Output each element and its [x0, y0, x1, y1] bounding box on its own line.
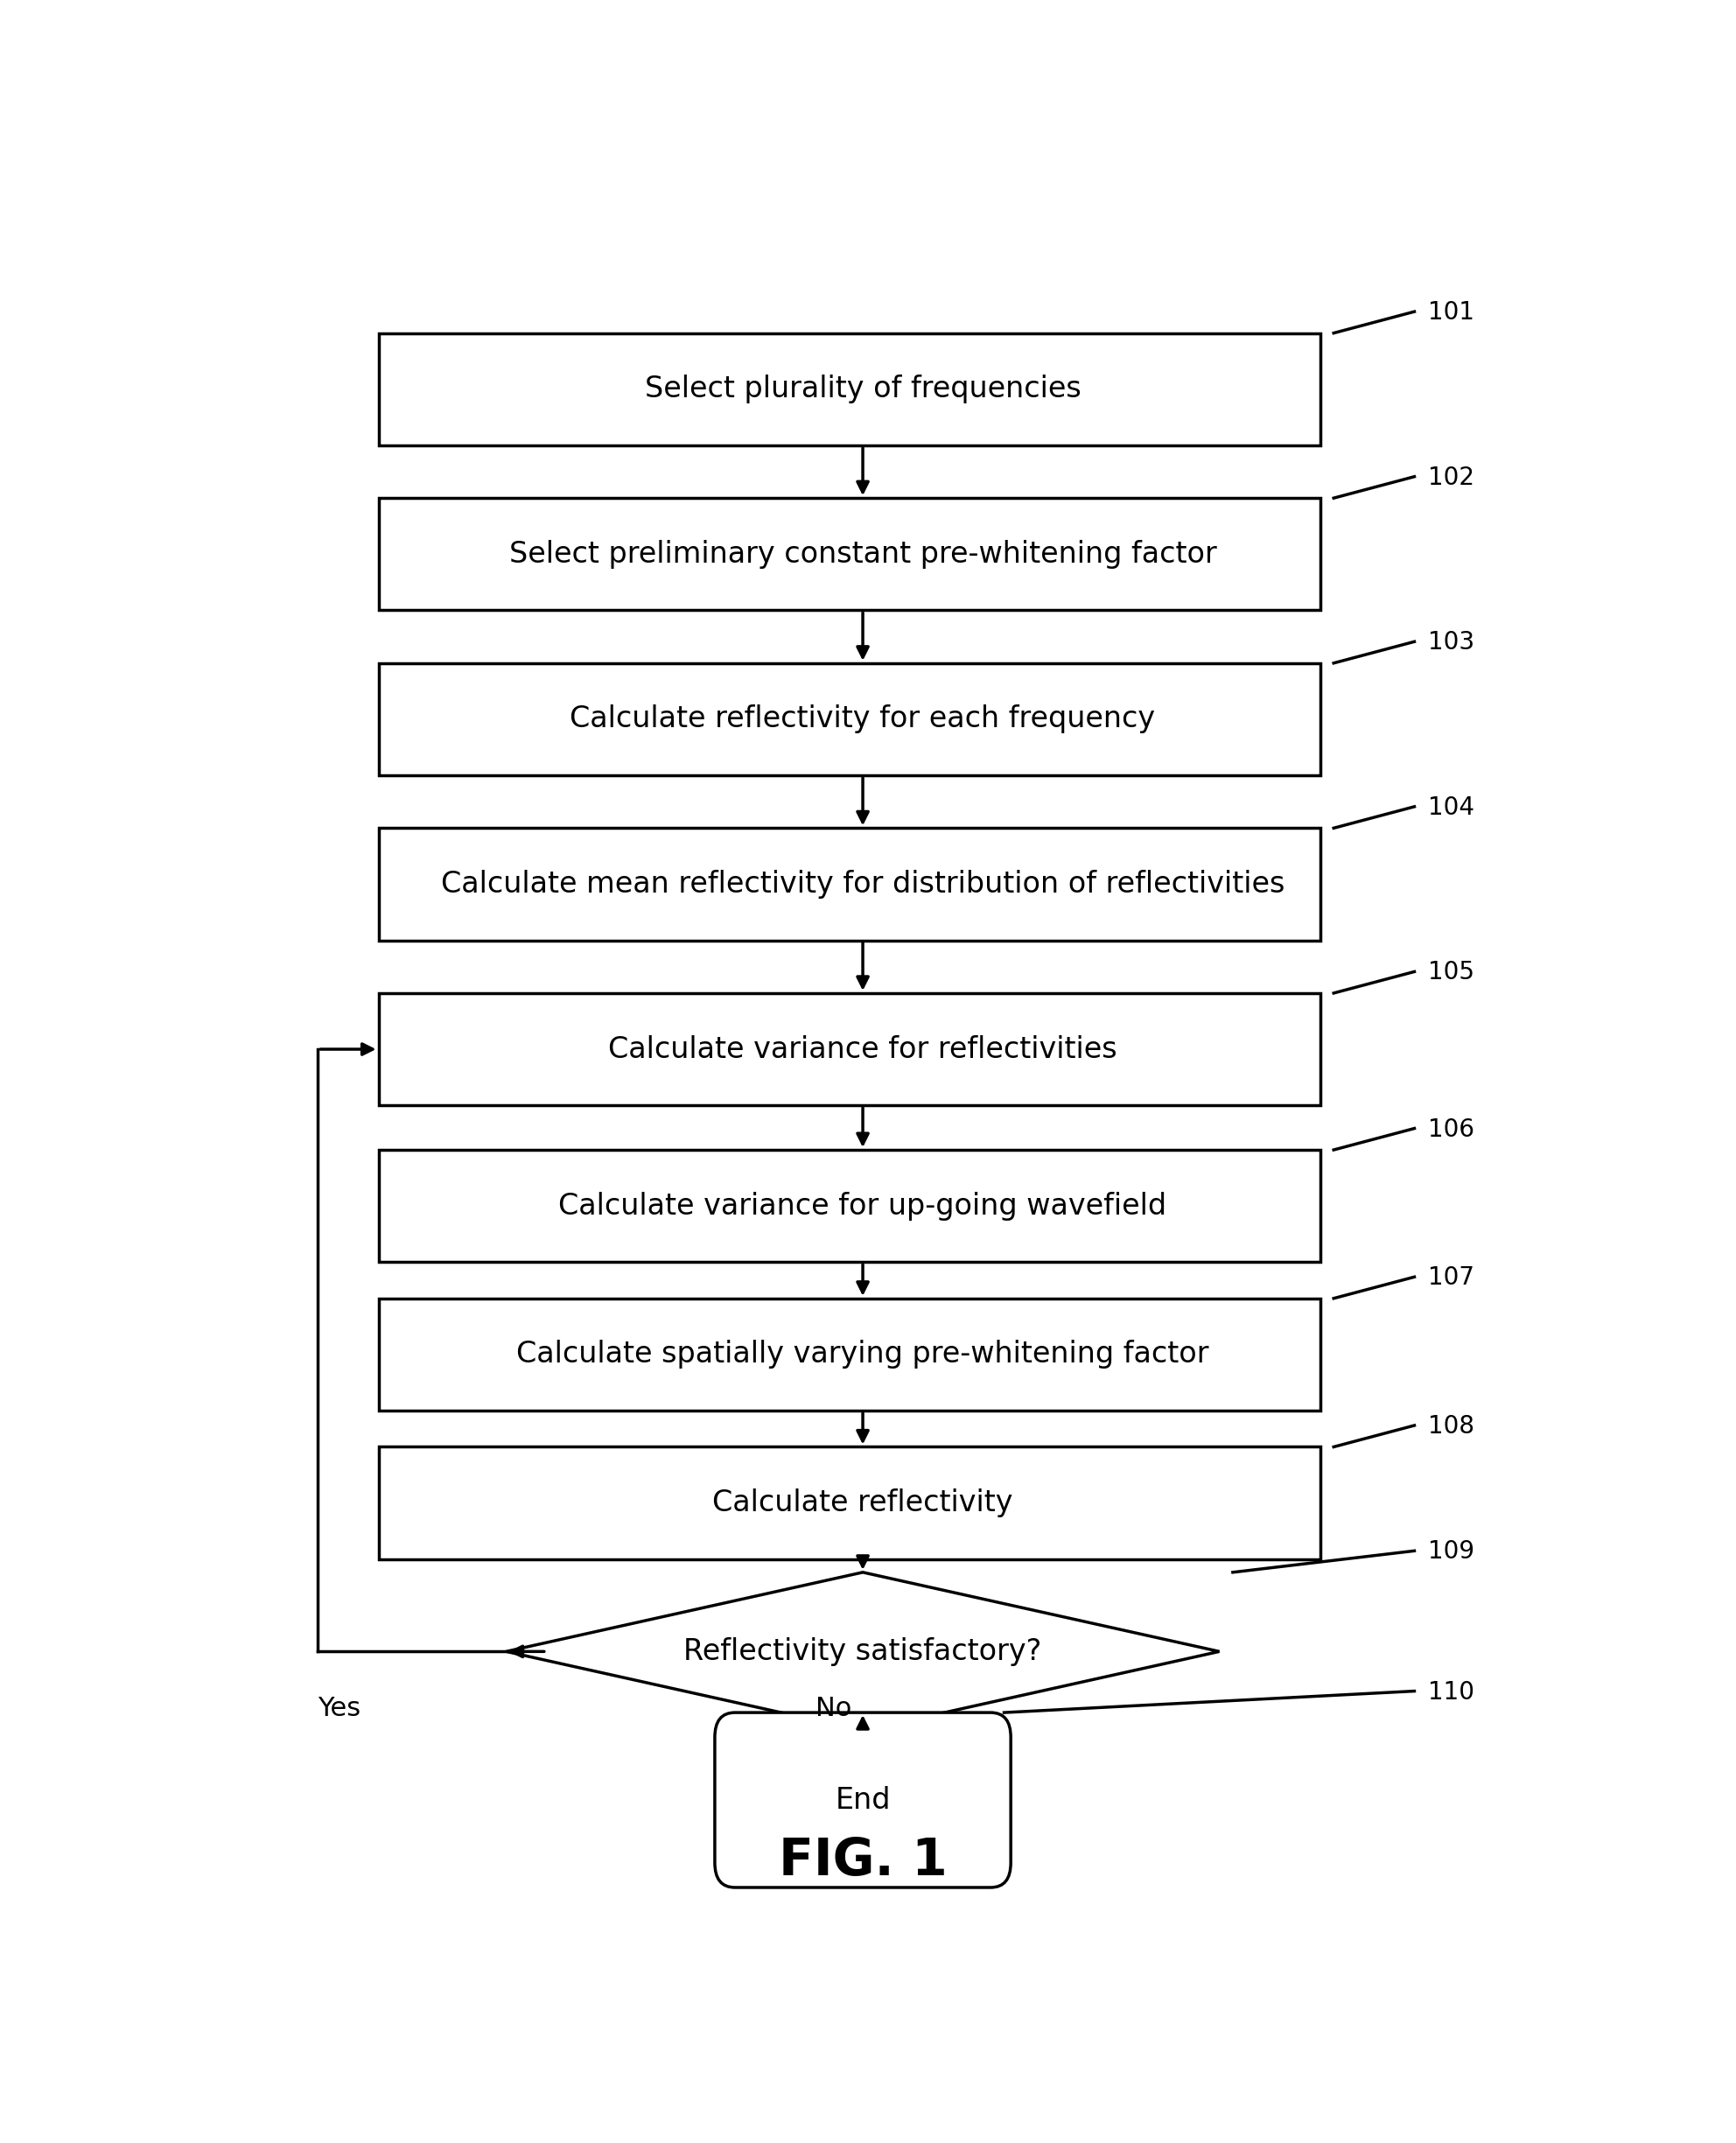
Text: FIG. 1: FIG. 1: [778, 1837, 948, 1886]
Text: Calculate spatially varying pre-whitening factor: Calculate spatially varying pre-whitenin…: [517, 1339, 1208, 1369]
Text: 110: 110: [1427, 1680, 1474, 1704]
Text: Calculate variance for reflectivities: Calculate variance for reflectivities: [608, 1035, 1118, 1063]
Text: 104: 104: [1427, 795, 1474, 821]
Text: Calculate variance for up-going wavefield: Calculate variance for up-going wavefiel…: [559, 1192, 1167, 1219]
FancyBboxPatch shape: [378, 1299, 1321, 1410]
Text: 106: 106: [1427, 1117, 1474, 1142]
Text: 108: 108: [1427, 1414, 1474, 1438]
Text: 101: 101: [1427, 300, 1474, 326]
FancyBboxPatch shape: [715, 1712, 1010, 1888]
FancyBboxPatch shape: [378, 1447, 1321, 1560]
Text: Calculate reflectivity for each frequency: Calculate reflectivity for each frequenc…: [569, 705, 1156, 733]
Text: No: No: [816, 1695, 852, 1721]
Text: Yes: Yes: [318, 1695, 361, 1721]
FancyBboxPatch shape: [378, 662, 1321, 776]
Text: 105: 105: [1427, 960, 1474, 986]
Polygon shape: [507, 1573, 1219, 1732]
Text: Select preliminary constant pre-whitening factor: Select preliminary constant pre-whitenin…: [509, 540, 1217, 568]
Text: End: End: [835, 1785, 891, 1815]
FancyBboxPatch shape: [378, 1151, 1321, 1262]
Text: 102: 102: [1427, 465, 1474, 491]
Text: 109: 109: [1427, 1539, 1474, 1564]
FancyBboxPatch shape: [378, 992, 1321, 1106]
Text: Select plurality of frequencies: Select plurality of frequencies: [644, 375, 1082, 403]
Text: 107: 107: [1427, 1267, 1474, 1290]
FancyBboxPatch shape: [378, 497, 1321, 611]
Text: 103: 103: [1427, 630, 1474, 656]
FancyBboxPatch shape: [378, 332, 1321, 446]
Text: Calculate mean reflectivity for distribution of reflectivities: Calculate mean reflectivity for distribu…: [441, 870, 1285, 898]
FancyBboxPatch shape: [378, 827, 1321, 941]
Text: Reflectivity satisfactory?: Reflectivity satisfactory?: [684, 1637, 1042, 1665]
Text: Calculate reflectivity: Calculate reflectivity: [712, 1489, 1014, 1517]
